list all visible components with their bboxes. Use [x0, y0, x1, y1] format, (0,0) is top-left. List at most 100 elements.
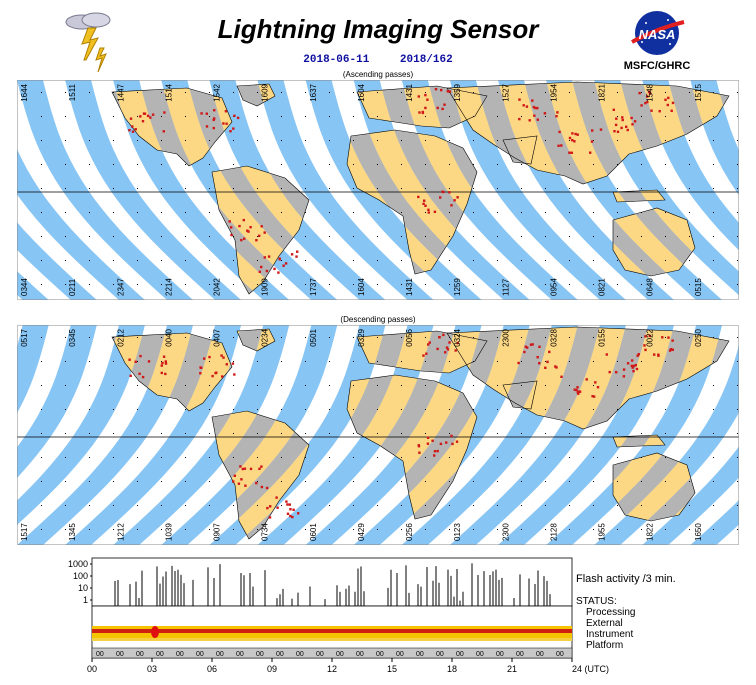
platform-mark: 00	[476, 651, 484, 658]
pass-time-bottom: 0256	[405, 523, 414, 541]
pass-time-top: 1514	[164, 83, 173, 101]
x-tick: 06	[207, 664, 217, 674]
pass-time-bottom: 0954	[549, 278, 558, 296]
descending-label: (Descending passes)	[340, 315, 416, 324]
pass-time-bottom: 0821	[598, 278, 607, 296]
platform-mark: 00	[216, 651, 224, 658]
pass-time-bottom: 1127	[501, 278, 510, 296]
doy-text: 2018/162	[399, 54, 453, 66]
status-row: Instrument	[586, 629, 633, 640]
pass-time-top: 1548	[646, 83, 655, 101]
pass-time-top: 0056	[405, 328, 414, 346]
pass-time-bottom: 1345	[68, 523, 77, 541]
x-tick: 21	[507, 664, 517, 674]
flash-label: Flash activity /3 min.	[576, 573, 676, 585]
x-tick: 18	[447, 664, 457, 674]
platform-mark: 00	[556, 651, 564, 658]
pass-time-bottom: 1737	[309, 278, 318, 296]
x-tick: 15	[387, 664, 397, 674]
status-row: Platform	[586, 640, 623, 651]
platform-mark: 00	[176, 651, 184, 658]
pass-time-bottom: 1039	[164, 523, 173, 541]
pass-time-bottom: 0601	[309, 523, 318, 541]
pass-time-top: 1447	[116, 83, 125, 101]
pass-time-top: 1609	[261, 83, 270, 101]
platform-mark: 00	[236, 651, 244, 658]
nasa-meatball-icon: NASA	[628, 8, 686, 63]
lightning-cloud-icon	[60, 10, 120, 81]
status-row: Processing	[586, 607, 635, 618]
pass-time-top: 1527	[501, 83, 510, 101]
pass-time-bottom: 0907	[213, 523, 222, 541]
platform-mark: 00	[496, 651, 504, 658]
y-tick: 10	[78, 583, 88, 593]
pass-time-top: 0345	[68, 328, 77, 346]
ascending-label: (Ascending passes)	[342, 70, 414, 79]
pass-time-top: 1511	[68, 83, 77, 101]
pass-time-bottom: 0211	[68, 278, 77, 296]
pass-time-bottom: 1431	[405, 278, 414, 296]
pass-time-bottom: 1909	[261, 278, 270, 296]
y-tick: 100	[73, 571, 88, 581]
pass-time-top: 0329	[357, 328, 366, 346]
pass-time-top: 1604	[357, 83, 366, 101]
x-tick: 09	[267, 664, 277, 674]
pass-time-bottom: 1650	[694, 523, 703, 541]
platform-mark: 00	[256, 651, 264, 658]
pass-time-top: 0501	[309, 328, 318, 346]
pass-time-bottom: 1517	[20, 523, 29, 541]
pass-time-top: 1644	[20, 83, 29, 101]
pass-time-bottom: 2042	[213, 278, 222, 296]
platform-mark: 00	[136, 651, 144, 658]
platform-mark: 00	[536, 651, 544, 658]
pass-time-top: 0155	[598, 328, 607, 346]
pass-time-bottom: 1822	[646, 523, 655, 541]
platform-mark: 00	[356, 651, 364, 658]
svg-text:NASA: NASA	[639, 27, 676, 42]
pass-time-bottom: 0734	[261, 523, 270, 541]
pass-time-top: 1542	[213, 83, 222, 101]
date-text: 2018-06-11	[303, 54, 370, 66]
pass-time-top: 0407	[213, 328, 222, 346]
y-tick: 1000	[68, 559, 88, 569]
pass-time-bottom: 2214	[164, 278, 173, 296]
platform-mark: 00	[296, 651, 304, 658]
pass-time-top: 1821	[598, 83, 607, 101]
platform-mark: 00	[456, 651, 464, 658]
pass-time-top: 0212	[116, 328, 125, 346]
status-title: STATUS:	[576, 596, 617, 607]
pass-time-top: 1431	[405, 83, 414, 101]
status-row: External	[586, 618, 623, 629]
platform-mark: 00	[96, 651, 104, 658]
pass-time-top: 1515	[694, 83, 703, 101]
pass-time-top: 0324	[453, 328, 462, 346]
pass-time-bottom: 0123	[453, 523, 462, 541]
date-line: 2018-06-11 2018/162	[0, 54, 756, 66]
y-tick: 1	[83, 595, 88, 605]
platform-mark: 00	[316, 651, 324, 658]
platform-mark: 00	[436, 651, 444, 658]
pass-time-bottom: 1955	[598, 523, 607, 541]
pass-time-top: 2300	[501, 328, 510, 346]
page-title: Lightning Imaging Sensor	[217, 14, 539, 44]
pass-time-bottom: 1212	[116, 523, 125, 541]
activity-chart: 1000 100 10 1 Flash activity /3 min. 00 00 00 00…	[0, 552, 756, 680]
pass-time-top: 0250	[694, 328, 703, 346]
pass-time-bottom: 0429	[357, 523, 366, 541]
pass-time-top: 1954	[549, 83, 558, 101]
x-tick: 12	[327, 664, 337, 674]
pass-time-bottom: 2347	[116, 278, 125, 296]
pass-time-bottom: 1604	[357, 278, 366, 296]
pass-time-bottom: 2300	[501, 523, 510, 541]
platform-mark: 00	[376, 651, 384, 658]
pass-time-bottom: 1259	[453, 278, 462, 296]
platform-mark: 00	[196, 651, 204, 658]
pass-time-bottom: 2128	[549, 523, 558, 541]
platform-mark: 00	[396, 651, 404, 658]
x-tick: 24 (UTC)	[572, 664, 609, 674]
pass-time-bottom: 0648	[646, 278, 655, 296]
pass-time-top: 0022	[646, 328, 655, 346]
platform-mark: 00	[416, 651, 424, 658]
x-tick: 03	[147, 664, 157, 674]
org-label: MSFC/GHRC	[623, 60, 691, 72]
